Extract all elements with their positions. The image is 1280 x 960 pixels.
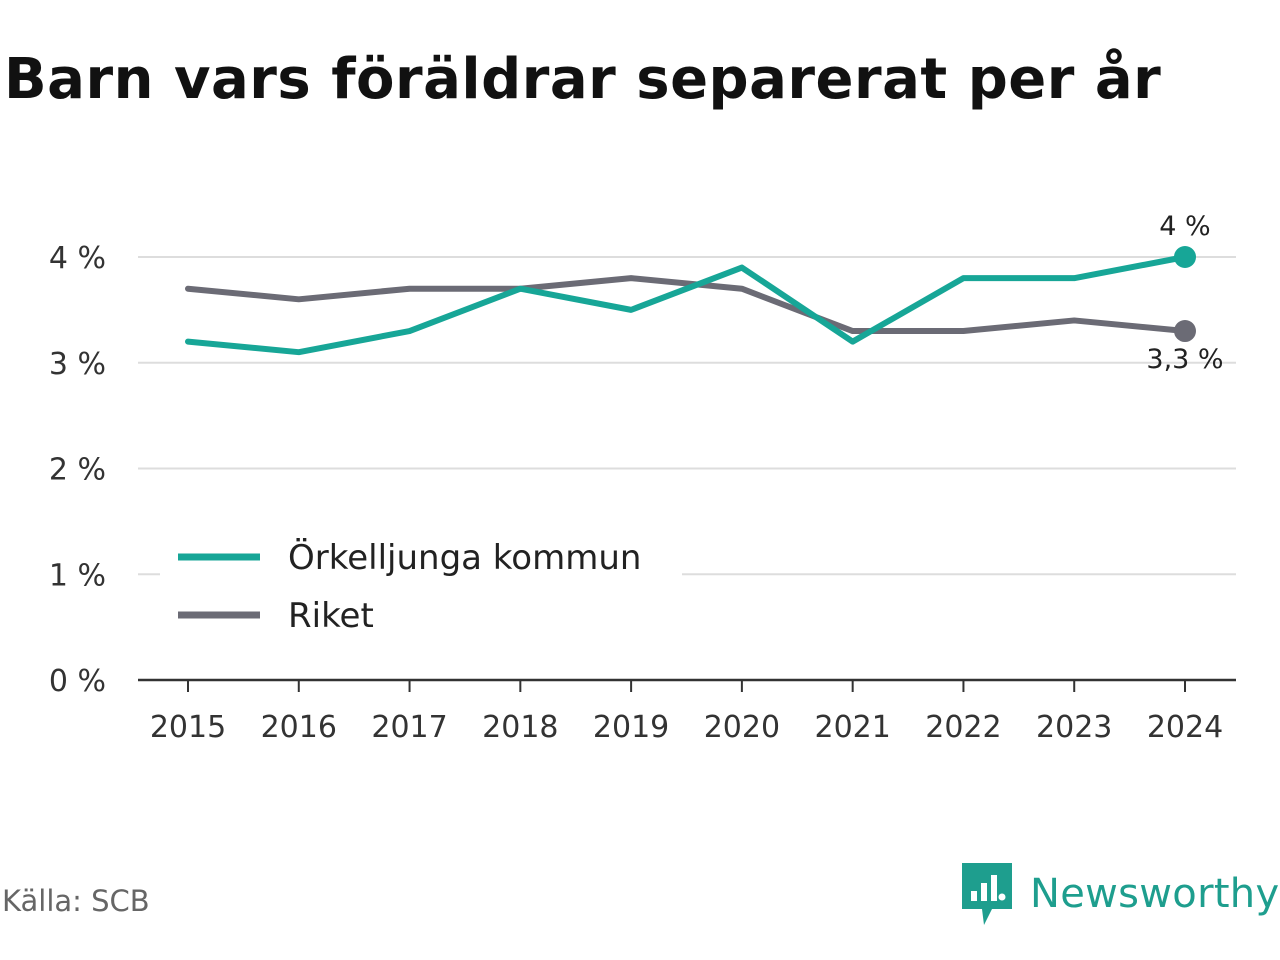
series-lines — [185, 246, 1196, 356]
y-tick-label: 1 % — [49, 558, 106, 593]
series-line — [185, 275, 1188, 335]
y-tick-label: 4 % — [49, 241, 106, 276]
x-tick-label: 2017 — [371, 710, 447, 745]
gridlines — [138, 256, 1236, 576]
line-chart: 0 % 1 % 2 % 3 % 4 % 2015 2016 2017 2018 2019 2020… — [49, 211, 1236, 745]
end-value-label: 4 % — [1159, 211, 1210, 242]
x-axis: 2015 2016 2017 2018 2019 2020 2021 2022 2023 2024 — [138, 678, 1236, 745]
legend: Örkelljunga kommun Riket — [160, 528, 682, 646]
x-tick-label: 2016 — [261, 710, 337, 745]
x-tick-label: 2018 — [482, 710, 558, 745]
x-tick-label: 2023 — [1036, 710, 1112, 745]
x-tick-label: 2021 — [814, 710, 890, 745]
legend-background — [160, 528, 682, 646]
y-axis-ticks: 0 % 1 % 2 % 3 % 4 % — [49, 241, 106, 699]
y-tick-label: 3 % — [49, 347, 106, 382]
y-tick-label: 0 % — [49, 664, 106, 699]
newsworthy-logo-icon — [962, 863, 1012, 925]
legend-label: Riket — [288, 596, 374, 636]
series-end-point — [1174, 246, 1196, 268]
x-tick-label: 2015 — [150, 710, 226, 745]
x-tick-label: 2022 — [925, 710, 1001, 745]
end-labels: 4 % 3,3 % — [1146, 211, 1223, 375]
end-value-label: 3,3 % — [1146, 344, 1223, 375]
series-line — [185, 254, 1188, 356]
source-note: Källa: SCB — [2, 884, 150, 918]
x-tick-label: 2024 — [1147, 710, 1223, 745]
chart-title: Barn vars föräldrar separerat per år — [4, 47, 1162, 112]
x-tick-label: 2020 — [704, 710, 780, 745]
y-tick-label: 2 % — [49, 453, 106, 488]
brand-name: Newsworthy — [1030, 871, 1280, 917]
series-end-point — [1174, 320, 1196, 343]
legend-label: Örkelljunga kommun — [288, 537, 641, 578]
x-tick-label: 2019 — [593, 710, 669, 745]
newsworthy-logo: Newsworthy — [962, 862, 1279, 926]
